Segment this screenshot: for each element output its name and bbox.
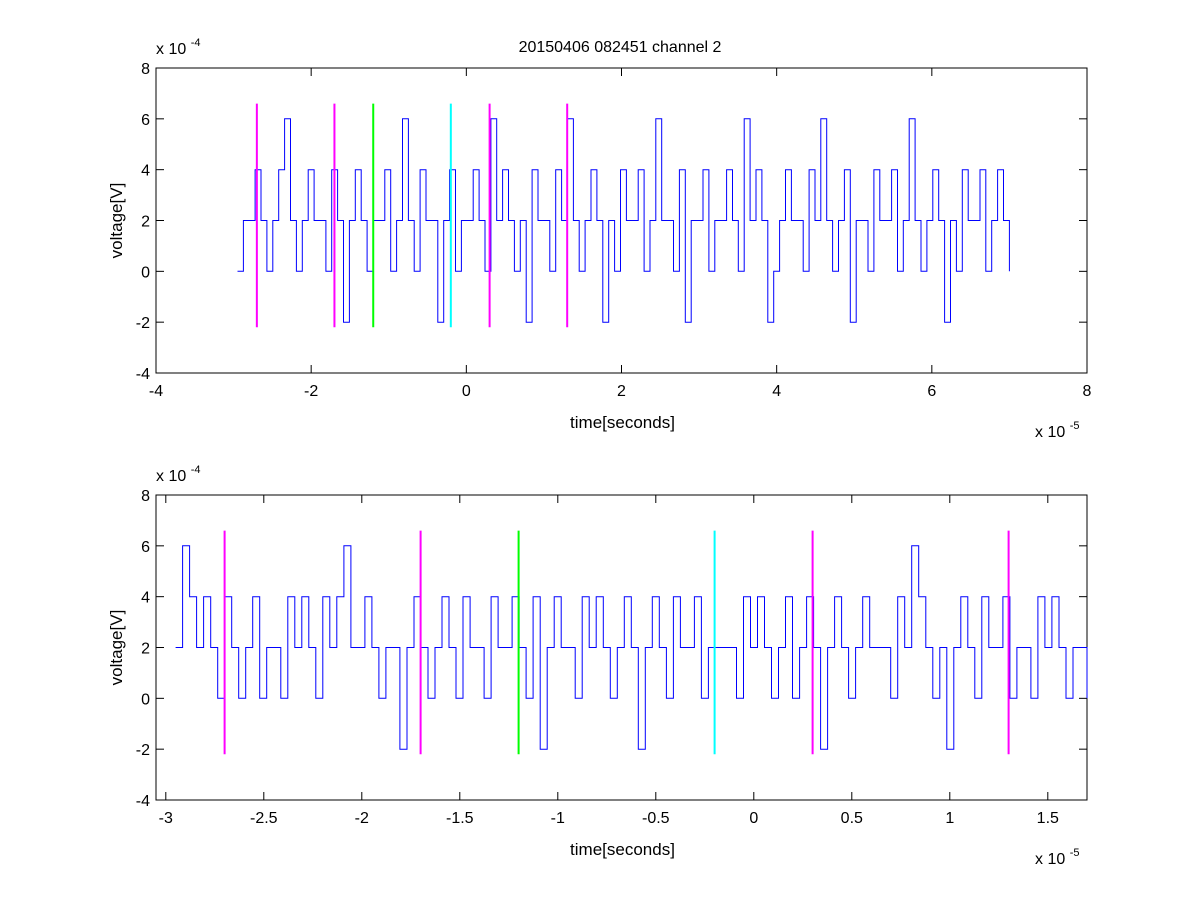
y-tick-label: 8 [141,61,150,78]
y-exponent-power: -4 [191,464,201,476]
y-tick-label: 4 [141,590,150,607]
signal-series-line [237,118,1010,323]
y-axis-label: voltage[V] [107,183,126,259]
figure-title: 20150406 082451 channel 2 [519,39,722,56]
x-tick-label: 2 [617,383,626,400]
y-tick-label: 2 [141,214,150,231]
y-tick-label: 6 [141,539,150,556]
x-axis-label: time[seconds] [570,840,675,859]
x-tick-label: -2 [355,810,369,827]
x-tick-label: -2.5 [250,810,278,827]
x-tick-label: -1.5 [446,810,474,827]
y-tick-label: 0 [141,691,150,708]
x-tick-label: 0 [462,383,471,400]
x-exponent-power: -5 [1070,420,1080,432]
plot-top: -4 -2 0 2 4 6 8 -4 -2 0 2 4 6 8 time[seconds] voltage[V… [107,37,1092,441]
y-tick-label: -4 [136,793,150,810]
y-tick-label: -2 [136,315,150,332]
x-tick-label: -4 [149,383,163,400]
x-exponent-label: x 10 -5 [1035,420,1079,441]
y-tick-label: -4 [136,366,150,383]
x-tick-label: -3 [159,810,173,827]
x-tick-label: 6 [927,383,936,400]
signal-series-line [175,545,1088,750]
plot-bottom: -3 -2.5 -2 -1.5 -1 -0.5 0 0.5 1 1.5 -4 -2 0 2 4 6 8 time[… [107,464,1088,868]
x-exponent-label: x 10 -5 [1035,847,1079,868]
x-tick-label: -1 [551,810,565,827]
x-tick-label: -2 [304,383,318,400]
x-axis-label: time[seconds] [570,413,675,432]
y-tick-label: 6 [141,112,150,129]
y-tick-label: 4 [141,163,150,180]
x-tick-label: -0.5 [642,810,670,827]
y-tick-label: 2 [141,641,150,658]
y-exponent-label: x 10 -4 [156,37,200,58]
x-tick-label: 0 [749,810,758,827]
y-tick-label: 0 [141,264,150,281]
y-tick-label: -2 [136,742,150,759]
x-tick-label: 1 [945,810,954,827]
y-tick-label: 8 [141,488,150,505]
y-axis-label: voltage[V] [107,610,126,686]
x-exponent-power: -5 [1070,847,1080,859]
x-tick-label: 0.5 [841,810,863,827]
x-tick-label: 8 [1083,383,1092,400]
x-tick-label: 1.5 [1037,810,1059,827]
y-exponent-label: x 10 -4 [156,464,200,485]
y-exponent-power: -4 [191,37,201,49]
x-tick-label: 4 [772,383,781,400]
